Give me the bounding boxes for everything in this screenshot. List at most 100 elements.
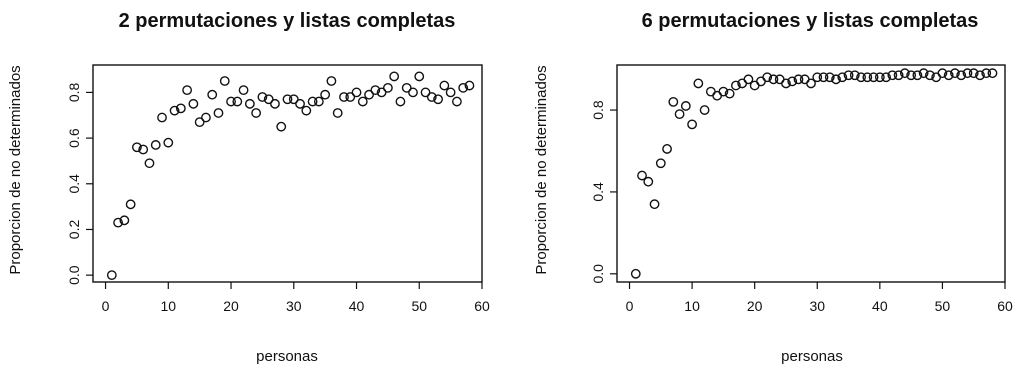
data-point (975, 70, 985, 81)
data-point (868, 72, 879, 83)
x-tick-label: 50 (935, 298, 951, 314)
y-axis-label: Proporcion de no determinados (533, 65, 550, 274)
data-point (270, 98, 280, 109)
data-point (132, 142, 142, 153)
data-point (768, 74, 779, 85)
data-point (925, 70, 935, 81)
data-point (906, 70, 917, 81)
data-point (968, 68, 979, 79)
y-tick-label: 0.6 (66, 128, 82, 148)
data-point (912, 70, 923, 81)
data-point (351, 87, 362, 98)
data-point (452, 96, 462, 107)
data-point (674, 109, 685, 120)
data-point (655, 158, 666, 169)
data-point (718, 86, 729, 97)
data-point (401, 82, 412, 93)
x-tick-label: 30 (809, 298, 825, 314)
data-point (339, 92, 349, 102)
data-point (119, 215, 130, 226)
data-point (357, 96, 368, 107)
data-point (257, 92, 268, 102)
data-point (320, 89, 331, 100)
data-point (637, 170, 647, 181)
data-point (680, 101, 691, 111)
data-point (232, 96, 243, 107)
x-tick-label: 20 (747, 298, 763, 314)
chart-title: 2 permutaciones y listas completas (119, 10, 456, 32)
data-point (724, 88, 735, 99)
data-point (244, 98, 255, 109)
data-point (818, 72, 829, 83)
data-point (420, 87, 431, 98)
data-point (175, 103, 186, 114)
data-point (831, 74, 841, 85)
data-point (837, 72, 848, 83)
data-point (843, 70, 854, 81)
plot-frame (92, 64, 483, 283)
data-point (376, 87, 387, 98)
plot-frame (616, 64, 1006, 283)
data-point (370, 85, 381, 96)
data-point (899, 68, 910, 79)
data-point (238, 85, 249, 96)
chart-panel-left: 2 permutaciones y listas completas perso… (7, 10, 490, 365)
data-point (169, 105, 180, 116)
data-point (874, 72, 885, 83)
data-point (649, 199, 660, 210)
data-point (962, 68, 973, 79)
data-point (881, 72, 891, 83)
x-tick-label: 40 (872, 298, 888, 314)
data-point (313, 96, 324, 107)
x-tick-label: 0 (102, 298, 110, 314)
data-point (943, 70, 954, 81)
data-point (862, 72, 873, 83)
x-tick-label: 30 (286, 298, 302, 314)
data-point (157, 112, 167, 123)
data-point (668, 96, 679, 107)
data-point (630, 268, 641, 279)
y-tick-label: 0.0 (590, 264, 606, 284)
data-point (824, 72, 835, 83)
data-point (887, 70, 898, 81)
x-tick-label: 10 (161, 298, 177, 314)
data-point (194, 117, 205, 128)
data-point (433, 94, 443, 105)
data-point (643, 176, 654, 187)
y-tick-label: 0.8 (590, 100, 606, 120)
data-point (301, 105, 312, 116)
data-point (743, 74, 754, 85)
data-point (288, 94, 299, 105)
data-point (364, 89, 374, 100)
data-point (662, 144, 672, 154)
data-point (251, 108, 262, 118)
x-tick-label: 60 (997, 298, 1013, 314)
data-point (793, 74, 804, 85)
data-point (113, 217, 123, 228)
data-point (439, 80, 450, 91)
x-axis-label: personas (256, 348, 318, 365)
x-tick-label: 10 (684, 298, 700, 314)
data-point (326, 76, 337, 86)
data-point (426, 92, 437, 102)
data-point (389, 71, 400, 82)
x-axis-label: personas (781, 348, 843, 365)
x-tick-label: 0 (626, 298, 634, 314)
chart-title: 6 permutaciones y listas completas (642, 10, 979, 32)
data-point (762, 72, 773, 83)
data-point (213, 108, 224, 118)
y-tick-label: 0.4 (590, 182, 606, 202)
y-tick-label: 0.0 (66, 265, 82, 285)
data-point (182, 85, 193, 96)
data-point (345, 92, 356, 102)
data-point (464, 80, 475, 91)
data-point (893, 70, 904, 81)
x-tick-label: 50 (411, 298, 427, 314)
data-point (806, 78, 816, 89)
data-point (687, 119, 697, 130)
data-point (849, 70, 860, 81)
y-tick-label: 0.8 (66, 82, 82, 102)
x-tick-label: 40 (349, 298, 365, 314)
data-point (693, 78, 704, 89)
